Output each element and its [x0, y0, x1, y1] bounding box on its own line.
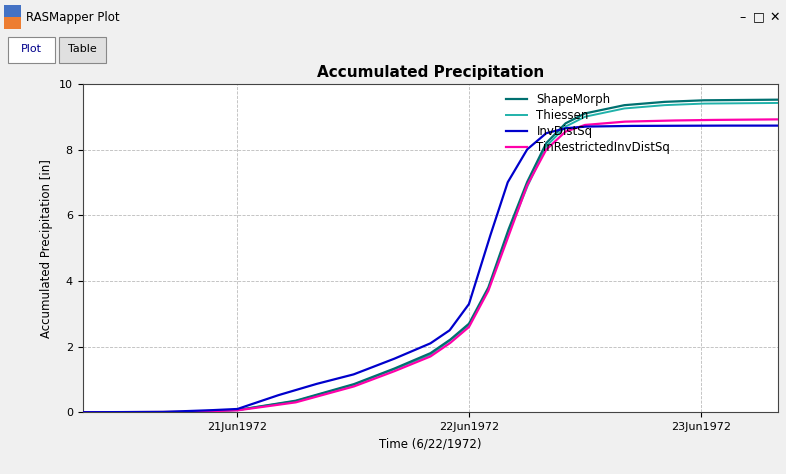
Thiessen [624, 105, 634, 111]
ShapeMorph [624, 102, 634, 108]
TinRestrictedInvDistSq [386, 370, 395, 375]
InvDistSq [1, 410, 10, 415]
ShapeMorph [41, 410, 50, 415]
FancyBboxPatch shape [8, 37, 55, 64]
InvDistSq [365, 365, 374, 371]
ShapeMorph [1, 410, 10, 415]
X-axis label: Time (6/22/1972): Time (6/22/1972) [379, 438, 482, 451]
InvDistSq [41, 410, 50, 415]
Bar [4, 5, 21, 29]
TinRestrictedInvDistSq [769, 117, 779, 122]
TinRestrictedInvDistSq [769, 117, 779, 122]
Legend: ShapeMorph, Thiessen, InvDistSq, TinRestrictedInvDistSq: ShapeMorph, Thiessen, InvDistSq, TinRest… [506, 93, 670, 154]
Text: RASMapper Plot: RASMapper Plot [26, 10, 119, 24]
FancyBboxPatch shape [59, 37, 106, 64]
TinRestrictedInvDistSq [41, 410, 50, 415]
TinRestrictedInvDistSq [773, 117, 783, 122]
InvDistSq [769, 123, 779, 128]
ShapeMorph [769, 97, 779, 102]
Thiessen [769, 100, 779, 106]
Title: Accumulated Precipitation: Accumulated Precipitation [317, 65, 544, 80]
Line: InvDistSq: InvDistSq [6, 126, 786, 412]
InvDistSq [386, 357, 395, 363]
Text: –: – [740, 10, 746, 24]
Thiessen [773, 100, 783, 106]
ShapeMorph [769, 97, 779, 102]
Thiessen [365, 376, 374, 382]
InvDistSq [770, 123, 780, 128]
ShapeMorph [386, 367, 395, 373]
ShapeMorph [773, 97, 783, 102]
Thiessen [386, 368, 395, 374]
Text: □: □ [753, 10, 764, 24]
Line: Thiessen: Thiessen [6, 103, 786, 412]
InvDistSq [696, 123, 706, 128]
Line: TinRestrictedInvDistSq: TinRestrictedInvDistSq [6, 119, 786, 412]
Y-axis label: Accumulated Precipitation [in]: Accumulated Precipitation [in] [40, 159, 53, 337]
Thiessen [41, 410, 50, 415]
Text: ✕: ✕ [769, 10, 780, 24]
TinRestrictedInvDistSq [624, 118, 634, 124]
Bar [4, 17, 21, 29]
Text: Table: Table [68, 44, 97, 54]
TinRestrictedInvDistSq [1, 410, 10, 415]
Thiessen [769, 100, 779, 106]
TinRestrictedInvDistSq [365, 378, 374, 383]
Thiessen [1, 410, 10, 415]
Text: Plot: Plot [21, 44, 42, 54]
InvDistSq [624, 123, 634, 129]
ShapeMorph [365, 375, 374, 381]
Line: ShapeMorph: ShapeMorph [6, 100, 786, 412]
